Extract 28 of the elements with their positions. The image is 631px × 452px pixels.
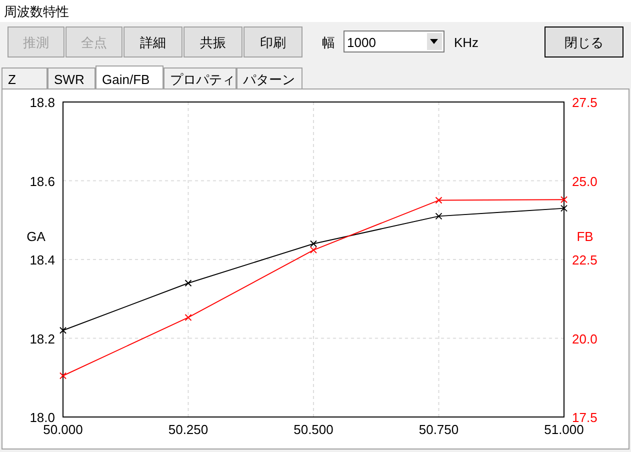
point	[560, 196, 568, 204]
point	[310, 240, 317, 248]
y-axis-title: GA	[26, 229, 46, 244]
point	[60, 326, 66, 334]
y-tick-label: 18.6	[30, 174, 55, 189]
chart-title: 周波数特性	[4, 4, 69, 19]
point	[435, 212, 442, 220]
point	[184, 280, 192, 287]
y-tick-label: 18.8	[30, 95, 55, 110]
y-tick-label: 18.4	[30, 252, 55, 268]
y2-tick-label: 22.5	[572, 252, 598, 268]
x-tick-label: 50.500	[294, 422, 334, 437]
x-tick-label: 50.250	[168, 422, 208, 437]
x-tick-label: 51.000	[544, 422, 584, 437]
x-tick-label: 50.750	[418, 422, 459, 437]
point	[310, 246, 317, 254]
point	[60, 372, 66, 380]
y2-tick-label: 20.0	[572, 331, 598, 346]
point	[560, 204, 568, 212]
x-tick-label: 50.000	[43, 422, 83, 437]
y2-tick-label: 27.5	[572, 95, 598, 110]
y2-tick-label: 17.5	[572, 410, 598, 425]
point	[184, 314, 192, 321]
y-tick-label: 18.2	[30, 331, 55, 346]
point	[435, 196, 442, 204]
y2-tick-label: 25.0	[572, 174, 598, 189]
y2-axis-title: FB	[576, 229, 594, 244]
y-tick-label: 18.0	[30, 410, 55, 425]
